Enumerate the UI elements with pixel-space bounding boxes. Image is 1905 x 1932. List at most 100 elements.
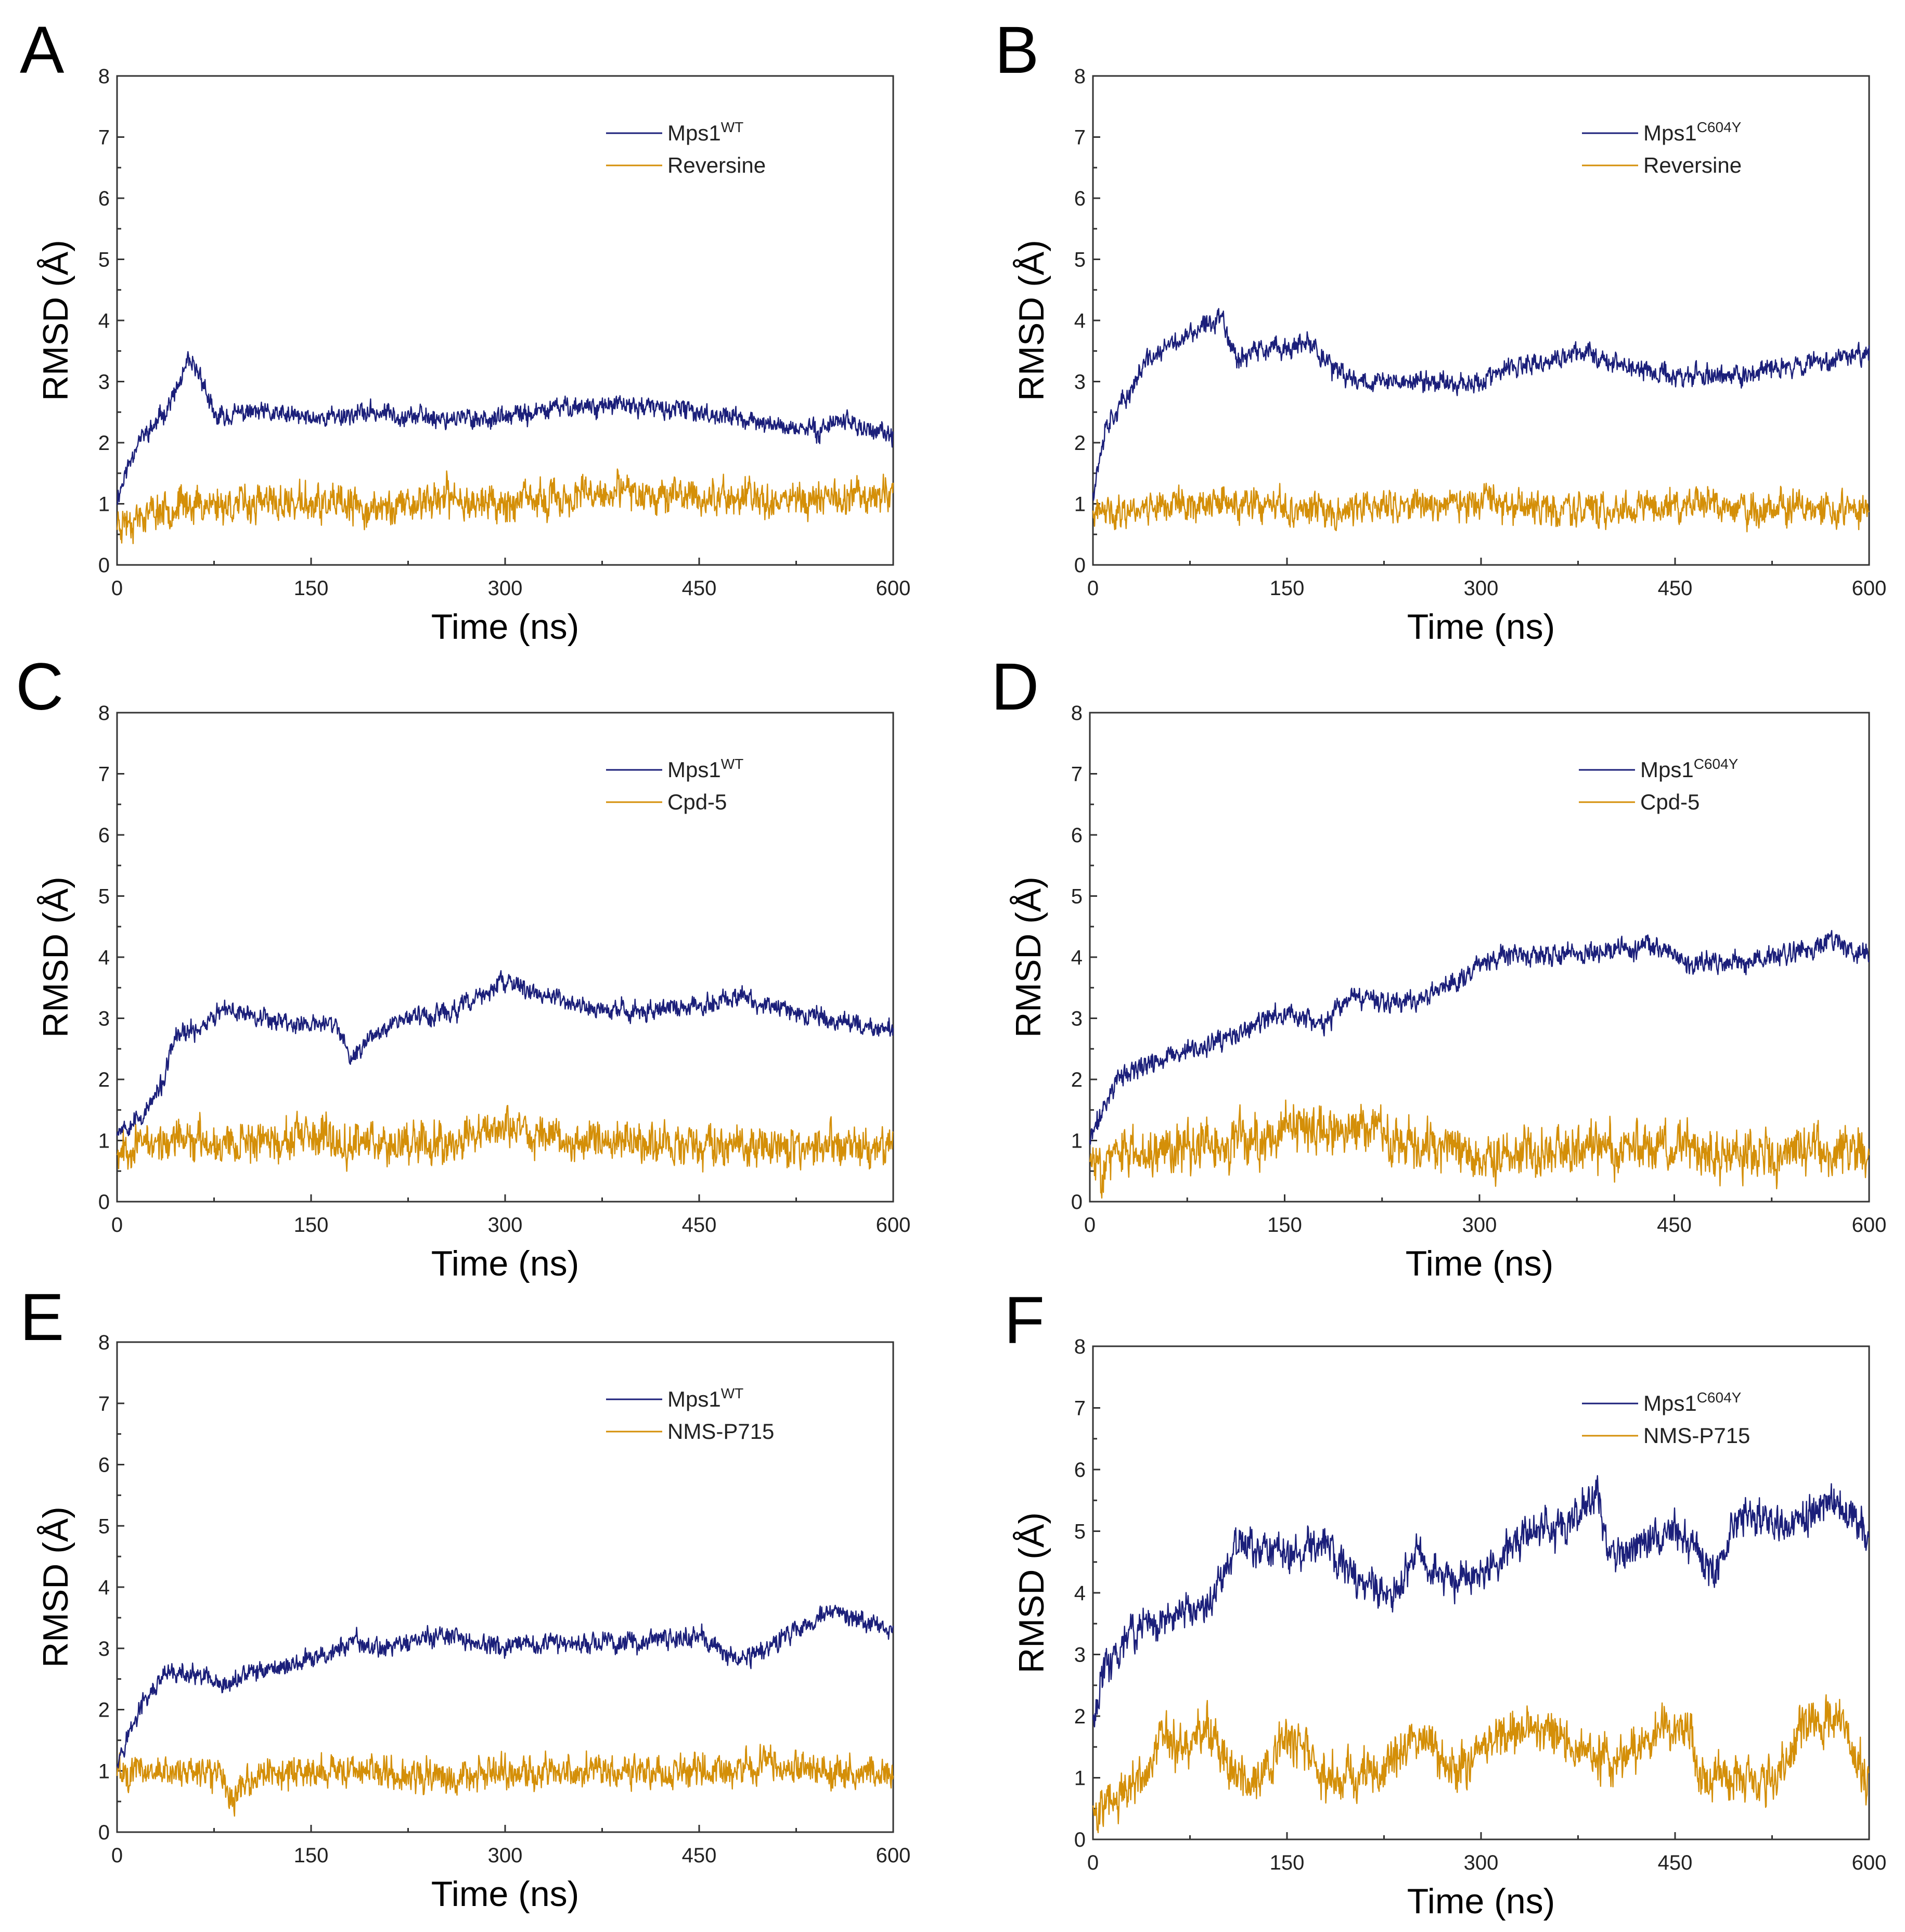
panel-b: B 0 1 2 3 4 5 6 7 8 0 150 300 450 600 Time (ns) RMSD (Å)… [995,13,1886,647]
y-tick-label: 8 [1074,65,1086,88]
y-tick-label: 4 [98,310,110,332]
series-line-ligand [116,1104,894,1173]
x-axis-title: Time (ns) [431,1874,580,1914]
legend-label: Mps1C604Y [1640,756,1739,782]
legend-label: Cpd-5 [1640,790,1700,814]
legend-label: Cpd-5 [667,790,727,814]
x-tick-label: 450 [682,577,717,600]
legend-label: Reversine [1643,153,1742,177]
y-tick-label: 8 [1074,1335,1086,1358]
y-tick-label: 5 [98,885,110,908]
y-axis-title: RMSD (Å) [1012,1512,1051,1673]
x-tick-label: 150 [294,577,329,600]
panel-f: F 0 1 2 3 4 5 6 7 8 0 150 300 450 600 Time (ns) RMSD (Å)… [1004,1283,1886,1921]
y-tick-label: 4 [1074,310,1086,332]
y-tick-label: 7 [1074,1397,1086,1420]
x-tick-label: 0 [111,577,123,600]
y-tick-label: 1 [98,1130,110,1153]
y-tick-label: 7 [1074,126,1086,149]
y-tick-label: 7 [98,763,110,786]
x-tick-label: 0 [111,1844,123,1867]
y-tick-label: 0 [98,1191,110,1214]
legend-label: Mps1C604Y [1643,119,1742,145]
y-tick-label: 5 [98,1515,110,1538]
y-tick-label: 3 [98,1008,110,1031]
y-tick-label: 8 [98,65,110,88]
y-tick-label: 2 [1071,1068,1083,1091]
y-tick-label: 3 [1074,1644,1086,1667]
x-tick-label: 450 [1657,1214,1692,1237]
x-tick-label: 150 [294,1214,329,1237]
y-tick-label: 4 [1071,946,1083,969]
y-tick-label: 5 [1074,249,1086,272]
y-tick-label: 3 [98,371,110,394]
y-axis-title: RMSD (Å) [36,877,75,1038]
x-tick-label: 0 [1084,1214,1096,1237]
y-tick-label: 8 [98,1331,110,1354]
x-tick-label: 600 [1852,577,1887,600]
y-tick-label: 5 [1071,885,1083,908]
plot-frame [116,75,894,566]
y-tick-label: 4 [98,946,110,969]
y-tick-label: 7 [98,1393,110,1415]
series-line-protein [116,970,894,1137]
y-tick-label: 4 [98,1576,110,1599]
y-tick-label: 4 [1074,1582,1086,1605]
y-tick-label: 1 [1071,1130,1083,1153]
y-tick-label: 2 [98,1699,110,1722]
series-line-ligand [1092,1694,1870,1834]
y-tick-label: 1 [1074,493,1086,516]
series-line-protein [116,351,894,505]
series-line-ligand [116,1744,894,1817]
series-line-protein [1092,308,1870,501]
y-tick-label: 3 [98,1638,110,1660]
x-tick-label: 300 [488,577,523,600]
y-tick-label: 6 [98,824,110,847]
y-tick-label: 1 [98,1760,110,1783]
series-line-ligand [116,468,894,545]
legend-label: Mps1C604Y [1643,1389,1742,1415]
x-tick-label: 600 [876,577,911,600]
panel-letter: E [20,1280,64,1355]
y-tick-label: 1 [1074,1767,1086,1790]
series-line-protein [116,1604,894,1769]
y-tick-label: 8 [1071,702,1083,725]
x-tick-label: 300 [1462,1214,1497,1237]
x-tick-label: 600 [1852,1851,1887,1874]
x-tick-label: 150 [1270,1851,1305,1874]
x-tick-label: 150 [1267,1214,1302,1237]
x-axis-title: Time (ns) [431,1244,580,1283]
panel-letter: F [1004,1283,1045,1358]
legend-label: NMS-P715 [667,1419,774,1444]
panel-e: E 0 1 2 3 4 5 6 7 8 0 150 300 450 600 Time (ns) RMSD (Å)… [20,1280,910,1914]
x-axis-title: Time (ns) [1406,1244,1554,1283]
y-tick-label: 0 [98,554,110,577]
x-tick-label: 600 [876,1214,911,1237]
y-tick-label: 5 [98,249,110,272]
series-line-ligand [1092,482,1870,533]
y-tick-label: 0 [1071,1191,1083,1214]
x-tick-label: 300 [488,1214,523,1237]
y-tick-label: 0 [98,1821,110,1844]
y-tick-label: 2 [1074,1705,1086,1728]
series-line-ligand [1089,1099,1870,1199]
y-tick-label: 1 [98,493,110,516]
y-tick-label: 6 [1074,187,1086,210]
x-tick-label: 0 [1087,1851,1099,1874]
y-axis-title: RMSD (Å) [36,240,75,401]
x-axis-title: Time (ns) [431,607,580,647]
legend-label: Mps1WT [667,119,743,145]
y-tick-label: 3 [1071,1008,1083,1031]
x-tick-label: 0 [111,1214,123,1237]
panel-letter: C [16,650,63,724]
x-tick-label: 300 [1464,1851,1499,1874]
x-tick-label: 450 [682,1844,717,1867]
legend-label: Mps1WT [667,756,743,782]
y-tick-label: 7 [98,126,110,149]
y-tick-label: 8 [98,702,110,725]
x-tick-label: 150 [1270,577,1305,600]
panel-d: D 0 1 2 3 4 5 6 7 8 0 150 300 450 600 Time (ns) RMSD (Å)… [991,650,1886,1283]
x-tick-label: 300 [488,1844,523,1867]
panel-letter: A [20,13,65,87]
